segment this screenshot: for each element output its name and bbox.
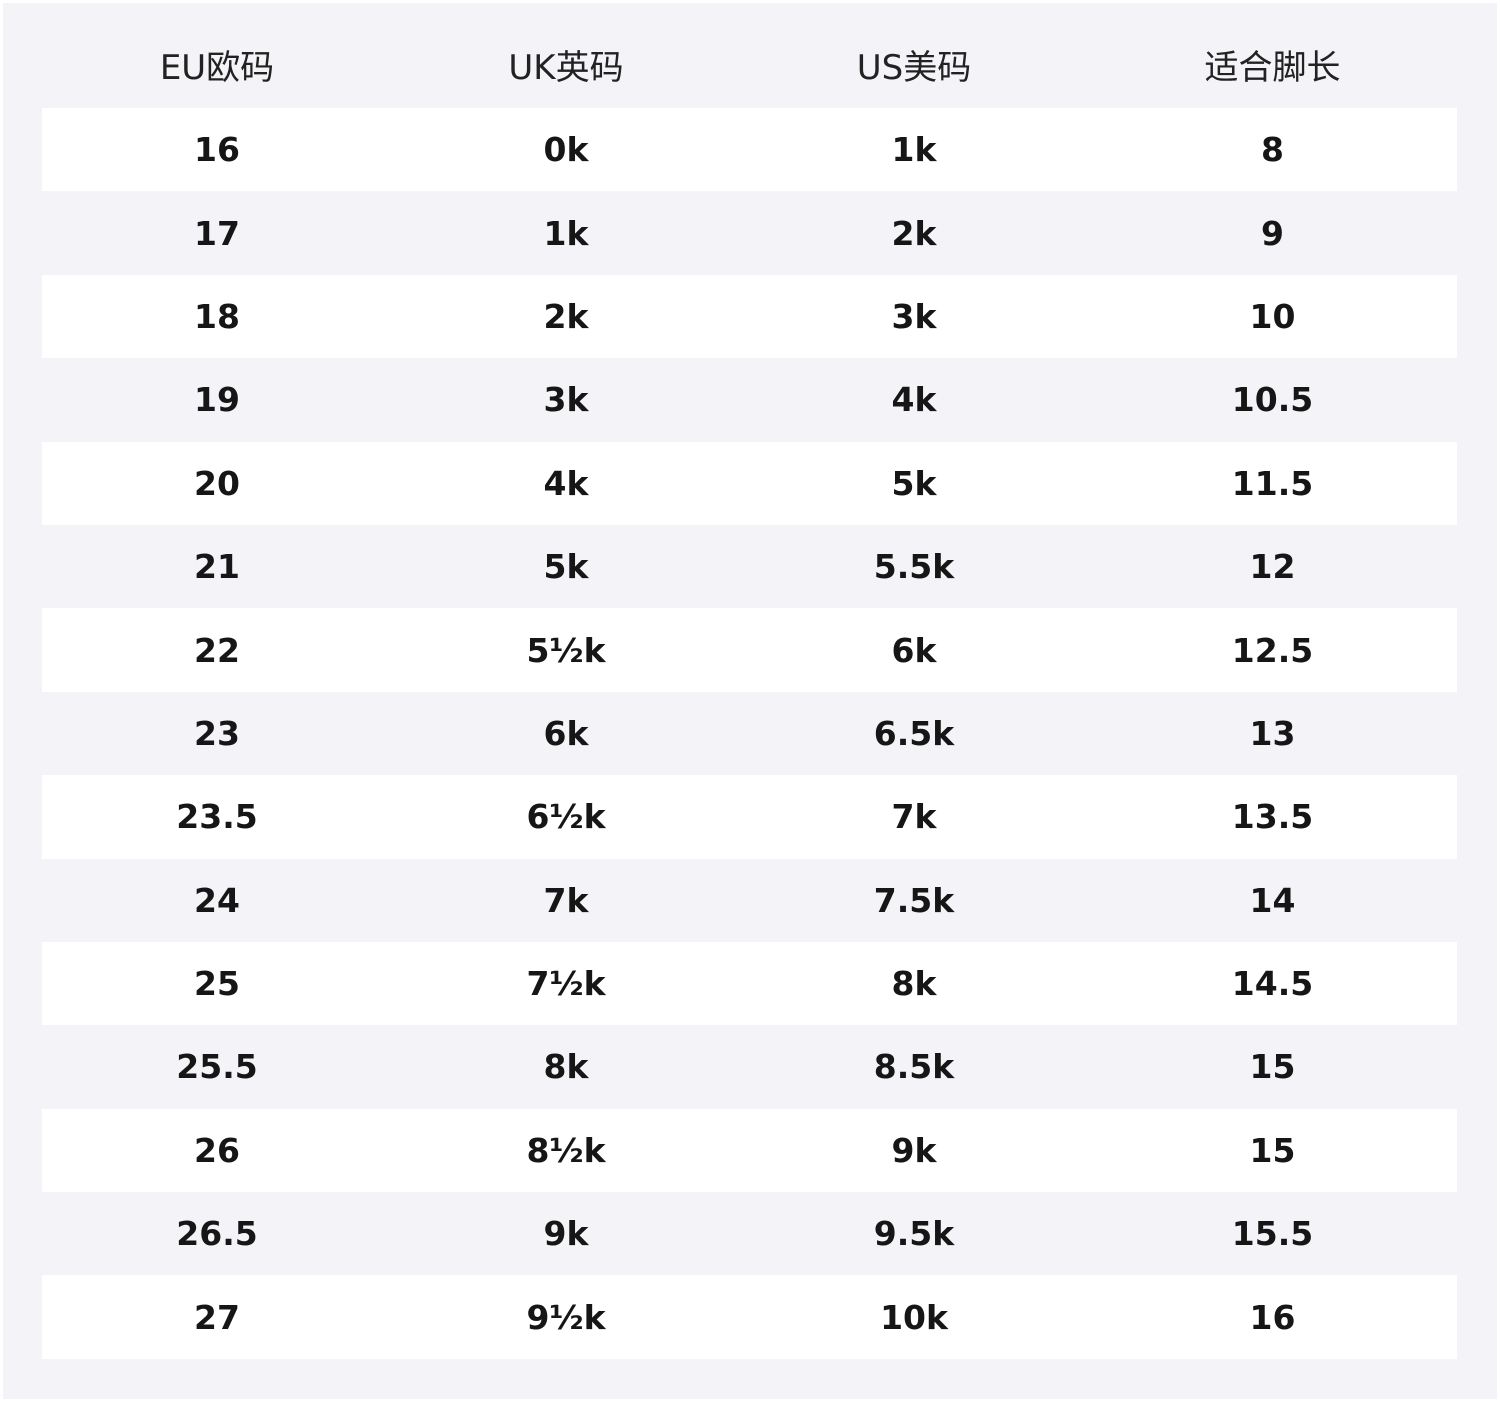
table-cell: 5.5k xyxy=(873,547,955,587)
header-cell: 适合脚长 xyxy=(1204,48,1341,88)
table-cell: 17 xyxy=(194,213,240,253)
table-cell: 24 xyxy=(194,880,240,920)
table-row: 21 5k 5.5k 12 xyxy=(42,525,1457,608)
table-cell: 6½k xyxy=(526,797,606,837)
table-row: 16 0k 1k 8 xyxy=(42,108,1457,192)
table-cell: 23.5 xyxy=(176,797,258,837)
table-cell: 9.5k xyxy=(873,1214,955,1254)
table-cell: 9½k xyxy=(526,1297,606,1337)
table-cell: 9k xyxy=(891,1130,937,1170)
table-cell: 6k xyxy=(891,630,937,670)
table-cell: 14 xyxy=(1249,880,1296,920)
table-cell: 15 xyxy=(1249,1047,1296,1087)
table-row: 26.5 9k 9.5k 15.5 xyxy=(42,1192,1457,1275)
table-cell: 26.5 xyxy=(176,1214,258,1254)
table-cell: 11.5 xyxy=(1231,463,1314,503)
table-cell: 19 xyxy=(194,380,240,420)
table-cell: 9k xyxy=(543,1214,589,1254)
header-cell: UK英码 xyxy=(508,48,624,88)
table-cell: 10k xyxy=(880,1297,948,1337)
table-row: 22 5½k 6k 12.5 xyxy=(42,608,1457,692)
table-cell: 5k xyxy=(543,547,589,587)
table-cell: 25.5 xyxy=(176,1047,258,1087)
table-cell: 6k xyxy=(543,713,589,753)
table-cell: 21 xyxy=(194,547,240,587)
table-row: 19 3k 4k 10.5 xyxy=(42,358,1457,441)
table-cell: 7.5k xyxy=(873,880,955,920)
table-cell: 20 xyxy=(194,463,240,503)
table-cell: 13 xyxy=(1249,713,1296,753)
header-cell: US美码 xyxy=(856,48,972,88)
table-row: 17 1k 2k 9 xyxy=(42,191,1457,274)
table-cell: 10.5 xyxy=(1231,380,1314,420)
table-cell: 5k xyxy=(891,463,937,503)
table-cell: 23 xyxy=(194,713,240,753)
table-cell: 8½k xyxy=(526,1130,606,1170)
table-cell: 10 xyxy=(1249,296,1296,336)
table-cell: 9 xyxy=(1261,213,1284,253)
table-cell: 25 xyxy=(194,964,240,1004)
table-cell: 4k xyxy=(891,380,937,420)
table-row: 18 2k 3k 10 xyxy=(42,274,1457,359)
size-table: EU欧码 UK英码 US美码 适合脚长 16 0k 1k 8 17 1k 2k 9 18 2k 3k 10 19… xyxy=(42,3,1457,1359)
table-row: 23.5 6½k 7k 13.5 xyxy=(42,775,1457,859)
table-cell: 12.5 xyxy=(1231,630,1314,670)
table-cell: 1k xyxy=(891,130,937,170)
table-cell: 4k xyxy=(543,463,589,503)
table-row: 24 7k 7.5k 14 xyxy=(42,859,1457,942)
table-row: 20 4k 5k 11.5 xyxy=(42,441,1457,525)
table-cell: 27 xyxy=(194,1297,240,1337)
table-cell: 12 xyxy=(1249,547,1296,587)
table-cell: 18 xyxy=(194,296,240,336)
table-cell: 6.5k xyxy=(873,713,955,753)
table-cell: 7½k xyxy=(526,964,606,1004)
table-cell: 8.5k xyxy=(873,1047,955,1087)
table-row: 25.5 8k 8.5k 15 xyxy=(42,1025,1457,1108)
table-row: 23 6k 6.5k 13 xyxy=(42,692,1457,775)
table-cell: 3k xyxy=(891,296,937,336)
table-cell: 14.5 xyxy=(1231,964,1314,1004)
size-chart-panel: EU欧码 UK英码 US美码 适合脚长 16 0k 1k 8 17 1k 2k 9 18 2k 3k 10 19… xyxy=(3,3,1497,1399)
table-cell: 5½k xyxy=(526,630,606,670)
table-cell: 7k xyxy=(891,797,937,837)
table-cell: 15 xyxy=(1249,1130,1296,1170)
table-row: 27 9½k 10k 16 xyxy=(42,1275,1457,1359)
table-cell: 3k xyxy=(543,380,589,420)
table-cell: 8 xyxy=(1261,130,1284,170)
table-cell: 8k xyxy=(543,1047,589,1087)
table-cell: 16 xyxy=(194,130,240,170)
table-cell: 7k xyxy=(543,880,589,920)
table-cell: 8k xyxy=(891,964,937,1004)
table-cell: 15.5 xyxy=(1231,1214,1314,1254)
table-cell: 22 xyxy=(194,630,240,670)
header-cell: EU欧码 xyxy=(159,48,275,88)
table-cell: 16 xyxy=(1249,1297,1296,1337)
table-row: 26 8½k 9k 15 xyxy=(42,1108,1457,1193)
table-cell: 2k xyxy=(891,213,937,253)
table-cell: 0k xyxy=(543,130,589,170)
header-row: EU欧码 UK英码 US美码 适合脚长 xyxy=(42,3,1457,108)
table-cell: 13.5 xyxy=(1231,797,1314,837)
table-cell: 1k xyxy=(543,213,589,253)
table-cell: 26 xyxy=(194,1130,240,1170)
table-row: 25 7½k 8k 14.5 xyxy=(42,941,1457,1026)
table-cell: 2k xyxy=(543,296,589,336)
